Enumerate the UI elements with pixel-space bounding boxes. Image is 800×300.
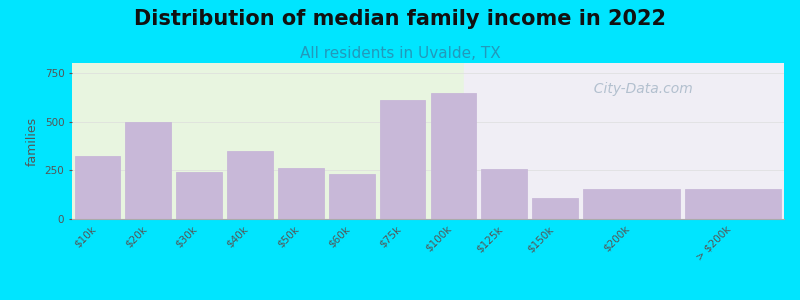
Bar bbox=[685, 189, 782, 219]
Bar bbox=[532, 197, 578, 219]
Bar bbox=[482, 169, 527, 219]
Text: City-Data.com: City-Data.com bbox=[585, 82, 692, 96]
Bar bbox=[380, 100, 426, 219]
Bar bbox=[176, 172, 222, 219]
Bar bbox=[329, 174, 374, 219]
Bar bbox=[72, 63, 464, 219]
Bar bbox=[583, 189, 680, 219]
Text: Distribution of median family income in 2022: Distribution of median family income in … bbox=[134, 9, 666, 29]
Bar bbox=[278, 168, 324, 219]
Bar bbox=[126, 122, 171, 219]
Bar bbox=[430, 93, 476, 219]
Bar bbox=[464, 63, 784, 219]
Bar bbox=[227, 151, 273, 219]
Text: All residents in Uvalde, TX: All residents in Uvalde, TX bbox=[300, 46, 500, 62]
Y-axis label: families: families bbox=[26, 116, 39, 166]
Bar bbox=[74, 156, 120, 219]
